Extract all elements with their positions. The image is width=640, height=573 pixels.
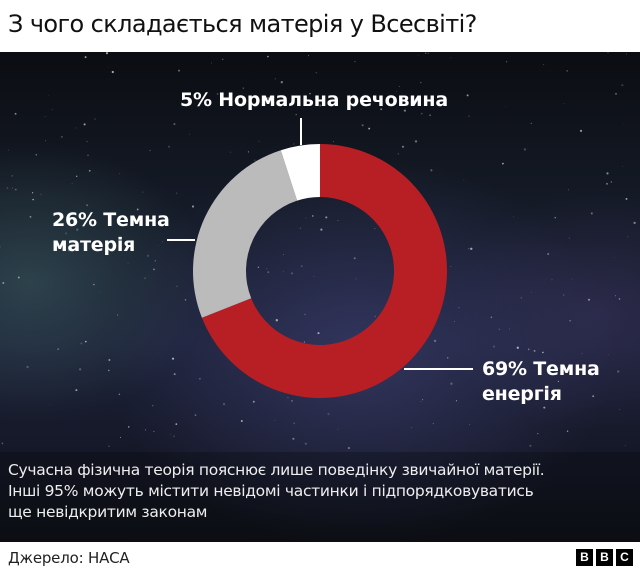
note-line-2: Інші 95% можуть містити невідомі частинк… — [8, 482, 534, 500]
chart-title: З чого складається матерія у Всесвіті? — [8, 10, 477, 38]
segment-dark-energy — [201, 144, 447, 398]
note-line-1: Сучасна фізична теорія пояснює лише пове… — [8, 461, 545, 479]
source-credit: Джерело: НАСА — [8, 549, 130, 567]
explanatory-note: Сучасна фізична теорія пояснює лише пове… — [8, 460, 628, 523]
label-normal-matter: 5% Нормальна речовина — [180, 89, 448, 111]
label-dark-energy: 69% Темна енергія — [482, 357, 600, 407]
label-dark-energy-line2: енергія — [482, 383, 562, 405]
bbc-logo-block-c: C — [616, 549, 633, 566]
label-dark-energy-line1: 69% Темна — [482, 358, 600, 380]
starfield-background — [0, 52, 640, 542]
segment-normal-matter — [280, 144, 320, 201]
bbc-logo-block-b1: B — [576, 549, 593, 566]
label-dark-matter-line1: 26% Темна — [52, 209, 170, 231]
label-dark-matter-line2: матерія — [52, 234, 136, 256]
segment-dark-matter — [192, 150, 298, 318]
chart-panel: 5% Нормальна речовина 26% Темна матерія … — [0, 52, 640, 542]
bbc-logo-block-b2: B — [596, 549, 613, 566]
footer: Джерело: НАСА B B C — [0, 542, 640, 573]
label-dark-matter: 26% Темна матерія — [52, 208, 170, 258]
bbc-logo: B B C — [576, 549, 633, 566]
donut-chart — [167, 118, 473, 398]
note-line-3: ще невідкритим законам — [8, 503, 208, 521]
